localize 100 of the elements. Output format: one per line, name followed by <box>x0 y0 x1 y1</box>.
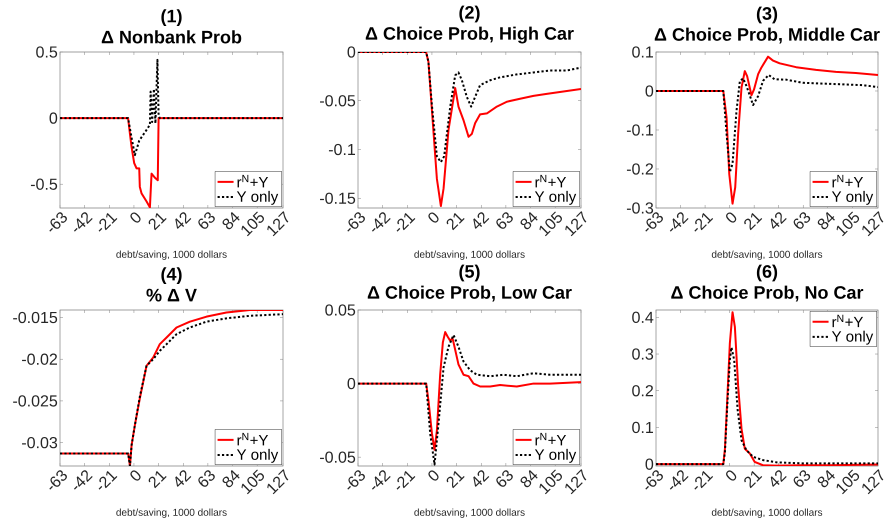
x-tick-label: 63 <box>198 212 215 229</box>
legend-label: Y only <box>832 190 874 205</box>
x-axis-title: debt/saving, 1000 dollars <box>414 508 525 518</box>
x-tick-label: 21 <box>744 212 762 230</box>
x-tick-label: 127 <box>862 469 884 494</box>
x-tick-label: 42 <box>770 470 787 487</box>
x-tick-label: -21 <box>396 212 416 232</box>
x-tick-label: 127 <box>267 469 288 494</box>
x-tick-label: 0 <box>428 470 439 481</box>
legend-label: r$^{N}$+Y <box>832 174 864 188</box>
x-tick-label: -21 <box>694 470 714 490</box>
x-tick-label: 0 <box>130 470 141 481</box>
legend-label: Y only <box>236 190 278 205</box>
y-tick-label: 0.1 <box>632 46 654 58</box>
x-tick-label: -42 <box>670 470 689 490</box>
x-tick-label: 42 <box>175 470 192 487</box>
line-series <box>656 56 878 205</box>
legend-label: Y only <box>236 448 278 463</box>
x-tick-label: 0 <box>130 212 141 223</box>
chart-title: (1) <box>161 9 182 26</box>
x-tick-label: 105 <box>539 211 562 236</box>
x-tick-label: 84 <box>818 470 835 488</box>
x-tick-label: 105 <box>539 469 562 494</box>
x-tick-label: 63 <box>496 212 513 229</box>
x-tick-label: -63 <box>49 470 67 490</box>
line-series <box>358 52 581 164</box>
legend-label: r$^{N}$+Y <box>238 432 268 446</box>
x-tick-label: 42 <box>175 212 192 229</box>
y-tick-label: 0.2 <box>632 385 653 396</box>
x-tick-label: 127 <box>267 211 288 236</box>
line-series <box>656 346 878 466</box>
y-tick-label: 0 <box>646 85 654 97</box>
x-tick-label: -42 <box>372 470 391 490</box>
legend-label: r$^{N}$+Y <box>238 174 268 188</box>
y-tick-label: -0.05 <box>320 95 356 106</box>
y-tick-label: -0.015 <box>13 312 58 324</box>
x-tick-label: -21 <box>396 470 416 490</box>
x-tick-label: 127 <box>862 211 884 236</box>
x-tick-label: 63 <box>794 212 810 229</box>
x-tick-label: 84 <box>222 212 240 230</box>
y-tick-label: 0.4 <box>632 312 654 323</box>
line-series <box>60 117 284 208</box>
chart-title: (4) <box>161 267 182 284</box>
x-axis-title: debt/saving, 1000 dollars <box>712 508 822 518</box>
legend-label: r$^{N}$+Y <box>536 432 566 446</box>
y-tick-label: 0 <box>646 458 654 470</box>
x-tick-label: 0 <box>428 212 439 223</box>
y-tick-label: 0 <box>348 378 356 390</box>
y-tick-label: 0 <box>50 112 58 124</box>
x-tick-label: 105 <box>836 211 860 236</box>
y-tick-label: -0.2 <box>626 163 653 175</box>
chart-subtitle: Δ Choice Prob, Middle Car <box>654 28 880 44</box>
chart-subtitle: Δ Nonbank Prob <box>102 30 242 44</box>
x-tick-label: 105 <box>241 211 264 236</box>
y-tick-label: 0 <box>348 46 356 58</box>
x-tick-label: 63 <box>496 470 513 487</box>
y-tick-label: -0.1 <box>328 144 356 156</box>
x-tick-label: 105 <box>241 469 264 494</box>
chart-subtitle: Δ Choice Prob, No Car <box>671 286 864 302</box>
x-tick-label: -21 <box>98 212 118 232</box>
y-tick-label: 0.5 <box>36 46 58 58</box>
y-tick-label: -0.03 <box>22 436 58 448</box>
legend-label: Y only <box>832 330 874 345</box>
x-tick-label: 0 <box>726 212 736 223</box>
y-tick-label: 0.05 <box>325 304 356 316</box>
y-tick-label: 0.1 <box>632 422 654 434</box>
y-tick-label: -0.5 <box>30 178 58 190</box>
x-tick-label: -63 <box>645 470 663 490</box>
x-tick-label: 21 <box>148 212 167 230</box>
y-tick-label: 0.3 <box>632 348 654 360</box>
y-tick-label: -0.15 <box>320 192 356 204</box>
y-tick-label: -0.05 <box>320 451 356 463</box>
x-tick-label: -21 <box>98 470 118 490</box>
chart-title: (2) <box>459 6 480 22</box>
x-axis-title: debt/saving, 1000 dollars <box>414 250 525 260</box>
line-series <box>656 311 878 466</box>
x-tick-label: -42 <box>74 212 93 232</box>
x-tick-label: 63 <box>794 470 810 487</box>
chart-title: (6) <box>756 264 778 282</box>
chart-subtitle: Δ Choice Prob, High Car <box>366 26 574 44</box>
x-tick-label: 21 <box>744 470 762 488</box>
x-tick-label: 42 <box>473 470 490 487</box>
x-axis-title: debt/saving, 1000 dollars <box>116 250 227 260</box>
y-tick-label: -0.1 <box>626 124 654 136</box>
x-tick-label: -42 <box>670 212 689 232</box>
x-tick-label: 42 <box>473 212 490 229</box>
x-tick-label: 84 <box>520 212 538 230</box>
x-axis-title: debt/saving, 1000 dollars <box>712 250 822 260</box>
y-tick-label: -0.02 <box>22 354 57 365</box>
chart-subtitle: % Δ V <box>146 288 197 302</box>
x-tick-label: -63 <box>347 212 365 232</box>
x-tick-label: 42 <box>770 212 787 229</box>
line-series <box>358 52 581 208</box>
y-tick-label: -0.3 <box>626 202 654 214</box>
x-tick-label: 84 <box>818 212 835 230</box>
x-tick-label: 63 <box>198 470 215 487</box>
legend-label: r$^{N}$+Y <box>832 314 864 328</box>
x-tick-label: 0 <box>726 470 736 481</box>
x-tick-label: -42 <box>74 470 93 490</box>
chart-title: (5) <box>459 264 480 282</box>
